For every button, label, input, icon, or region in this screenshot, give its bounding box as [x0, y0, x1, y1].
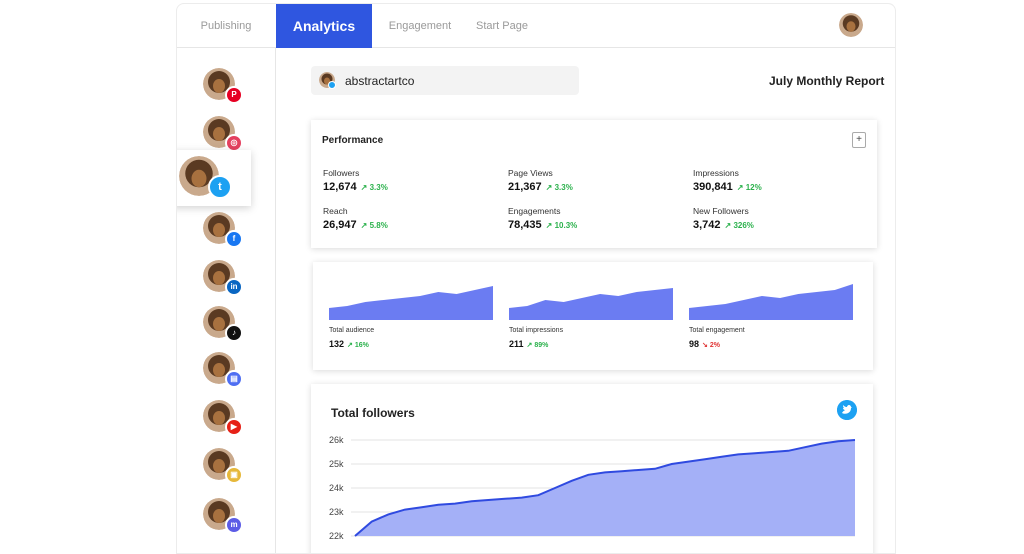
- chart-title: Total followers: [331, 406, 415, 420]
- performance-title: Performance: [322, 135, 384, 146]
- mini-chart-impressions: Total impressions 211 ↗ 89%: [509, 262, 675, 370]
- metric-page-views: Page Views 21,367 ↗ 3.3%: [508, 168, 678, 193]
- followers-line: [354, 439, 856, 537]
- twitter-icon: t: [208, 175, 232, 199]
- mini-chart-value: 98: [689, 339, 700, 349]
- mini-chart-audience: Total audience 132 ↗ 16%: [329, 262, 495, 370]
- performance-card: Performance + Followers 12,674 ↗ 3.3% Pag…: [311, 120, 877, 248]
- tab-analytics[interactable]: Analytics: [276, 4, 372, 48]
- sidebar-account-instagram[interactable]: ◎: [203, 116, 243, 156]
- mini-area: [329, 286, 493, 320]
- metric-followers: Followers 12,674 ↗ 3.3%: [323, 168, 493, 193]
- sidebar-account-shop[interactable]: ▣: [203, 448, 243, 488]
- mini-chart-label: Total impressions: [509, 327, 564, 334]
- pinterest-icon: P: [225, 86, 243, 104]
- sidebar-account-google-business[interactable]: ▤: [203, 352, 243, 392]
- sidebar-account-linkedin[interactable]: in: [203, 260, 243, 300]
- metric-change: ↗ 326%: [724, 221, 754, 230]
- metric-value: 3,742: [693, 219, 721, 231]
- mini-chart-value: 132: [329, 339, 345, 349]
- metric-label: Impressions: [693, 168, 739, 178]
- report-title: July Monthly Report: [769, 74, 885, 88]
- mini-chart-engagement: Total engagement 98 ↘ 2%: [689, 262, 855, 370]
- mini-chart-label: Total audience: [329, 327, 375, 334]
- mini-chart-change: ↗ 89%: [526, 342, 549, 349]
- metric-change: ↗ 5.8%: [360, 221, 388, 230]
- metric-value: 390,841: [693, 181, 733, 193]
- sidebar-account-mastodon[interactable]: m: [203, 498, 243, 538]
- sidebar-account-twitter[interactable]: t: [177, 150, 251, 206]
- tab-publishing[interactable]: Publishing: [200, 20, 252, 32]
- tab-start-page[interactable]: Start Page: [476, 20, 528, 32]
- mini-area-chart: [509, 288, 673, 320]
- tab-engagement[interactable]: Engagement: [388, 20, 452, 32]
- linkedin-icon: in: [225, 278, 243, 296]
- app-window: Publishing Analytics Engagement Start Pa…: [176, 3, 896, 554]
- metric-value: 26,947: [323, 219, 357, 231]
- metric-change: ↗ 3.3%: [360, 183, 388, 192]
- top-navigation: Publishing Analytics Engagement Start Pa…: [177, 4, 895, 48]
- sidebar-account-facebook[interactable]: f: [203, 212, 243, 252]
- sidebar-account-pinterest[interactable]: P: [203, 68, 243, 108]
- mini-chart-change: ↗ 16%: [347, 342, 369, 349]
- followers-area-chart: 26k 25k 24k 23k 22k: [329, 435, 856, 541]
- mini-area-chart: [689, 284, 853, 320]
- account-name: abstractartco: [345, 74, 415, 88]
- y-tick-label: 24k: [329, 483, 344, 493]
- y-tick-label: 26k: [329, 435, 344, 445]
- metric-value: 12,674: [323, 181, 357, 193]
- metric-reach: Reach 26,947 ↗ 5.8%: [323, 206, 493, 231]
- metric-value: 21,367: [508, 181, 542, 193]
- mini-chart-change: ↘ 2%: [702, 342, 720, 349]
- metric-engagements: Engagements 78,435 ↗ 10.3%: [508, 206, 678, 231]
- youtube-icon: ▶: [225, 418, 243, 436]
- metric-label: Page Views: [508, 168, 553, 178]
- metric-label: Engagements: [508, 206, 561, 216]
- y-tick-label: 23k: [329, 507, 344, 517]
- mini-chart-value: 211: [509, 339, 524, 349]
- google-business-icon: ▤: [225, 370, 243, 388]
- metric-label: Reach: [323, 206, 348, 216]
- account-sidebar: P ◎ t f in ♪ ▤ ▶ ▣ m: [177, 48, 276, 553]
- account-selector[interactable]: abstractartco: [311, 66, 579, 95]
- add-metric-button[interactable]: +: [852, 132, 866, 148]
- total-followers-card: Total followers 26k 25k 24k 23k 22k: [311, 384, 873, 553]
- mastodon-icon: m: [225, 516, 243, 534]
- sidebar-account-tiktok[interactable]: ♪: [203, 306, 243, 346]
- tiktok-icon: ♪: [225, 324, 243, 342]
- metric-new-followers: New Followers 3,742 ↗ 326%: [693, 206, 863, 231]
- mini-area-chart: [329, 286, 493, 320]
- user-avatar[interactable]: [839, 13, 863, 37]
- metric-impressions: Impressions 390,841 ↗ 12%: [693, 168, 863, 193]
- verified-icon: [328, 81, 336, 89]
- account-avatar: [203, 498, 235, 530]
- sidebar-account-youtube[interactable]: ▶: [203, 400, 243, 440]
- metric-value: 78,435: [508, 219, 542, 231]
- y-tick-label: 25k: [329, 459, 344, 469]
- metric-change: ↗ 3.3%: [545, 183, 573, 192]
- twitter-icon: [837, 400, 857, 420]
- shop-icon: ▣: [225, 466, 243, 484]
- metric-label: New Followers: [693, 206, 749, 216]
- mini-chart-label: Total engagement: [689, 327, 745, 334]
- metric-label: Followers: [323, 168, 360, 178]
- followers-area: [355, 440, 855, 536]
- facebook-icon: f: [225, 230, 243, 248]
- mini-area: [509, 288, 673, 320]
- mini-area: [689, 284, 853, 320]
- metric-change: ↗ 12%: [736, 183, 762, 192]
- summary-charts-card: Total audience 132 ↗ 16% Total impression…: [313, 262, 873, 370]
- y-tick-label: 22k: [329, 531, 344, 541]
- metric-change: ↗ 10.3%: [545, 221, 578, 230]
